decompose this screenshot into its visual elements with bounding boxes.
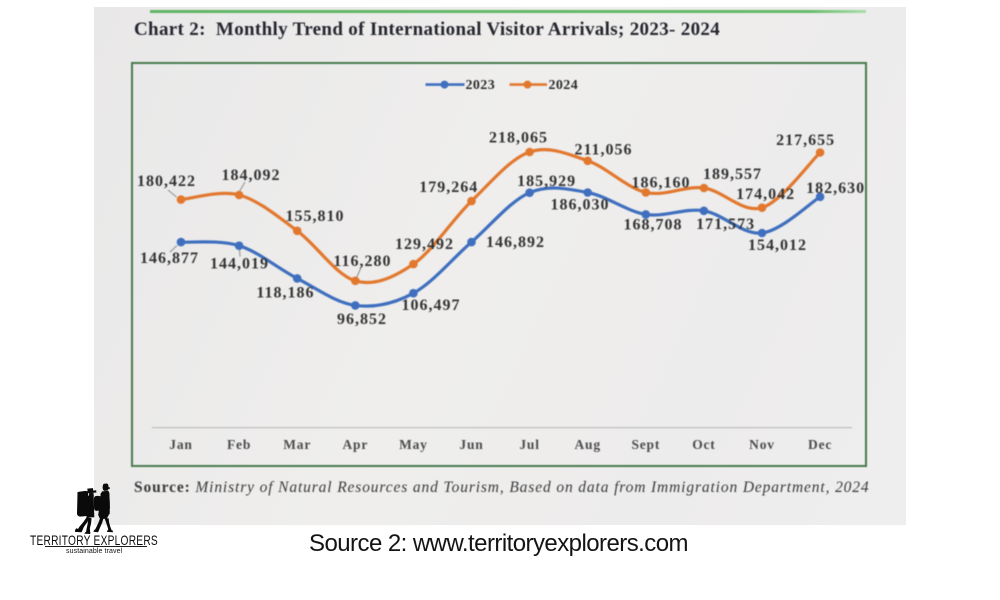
svg-text:171,573: 171,573 xyxy=(696,216,755,233)
svg-text:May: May xyxy=(399,437,428,452)
svg-text:Oct: Oct xyxy=(692,437,715,452)
svg-text:Feb: Feb xyxy=(227,437,251,452)
svg-text:186,030: 186,030 xyxy=(551,197,610,214)
svg-text:Jul: Jul xyxy=(519,437,539,452)
svg-text:118,186: 118,186 xyxy=(256,285,314,302)
svg-text:116,280: 116,280 xyxy=(333,253,391,270)
svg-text:168,708: 168,708 xyxy=(624,216,683,233)
svg-text:211,056: 211,056 xyxy=(574,142,632,159)
svg-text:106,497: 106,497 xyxy=(402,297,461,314)
svg-text:146,877: 146,877 xyxy=(140,250,199,267)
svg-text:2024: 2024 xyxy=(549,78,579,93)
svg-text:144,019: 144,019 xyxy=(210,256,269,273)
svg-text:180,422: 180,422 xyxy=(137,173,196,190)
svg-text:189,557: 189,557 xyxy=(703,166,762,183)
svg-text:154,012: 154,012 xyxy=(748,237,807,254)
svg-text:Nov: Nov xyxy=(749,437,775,452)
svg-text:Dec: Dec xyxy=(808,437,832,452)
svg-text:182,630: 182,630 xyxy=(806,180,865,197)
svg-text:Mar: Mar xyxy=(283,437,311,452)
svg-text:Sept: Sept xyxy=(631,437,660,452)
svg-text:146,892: 146,892 xyxy=(486,234,545,251)
svg-text:179,264: 179,264 xyxy=(419,179,478,196)
svg-text:184,092: 184,092 xyxy=(222,167,281,184)
svg-text:Jan: Jan xyxy=(169,437,192,452)
svg-text:Apr: Apr xyxy=(342,437,368,452)
svg-text:96,852: 96,852 xyxy=(337,311,387,328)
svg-text:129,492: 129,492 xyxy=(395,236,454,253)
svg-text:155,810: 155,810 xyxy=(286,208,345,225)
svg-text:186,160: 186,160 xyxy=(632,175,691,192)
svg-text:Aug: Aug xyxy=(574,437,600,452)
svg-text:217,655: 217,655 xyxy=(776,132,835,149)
svg-text:2023: 2023 xyxy=(466,78,496,93)
svg-text:185,929: 185,929 xyxy=(517,173,576,190)
svg-text:174,042: 174,042 xyxy=(736,186,795,203)
svg-text:218,065: 218,065 xyxy=(489,130,548,147)
svg-text:Jun: Jun xyxy=(459,437,483,452)
